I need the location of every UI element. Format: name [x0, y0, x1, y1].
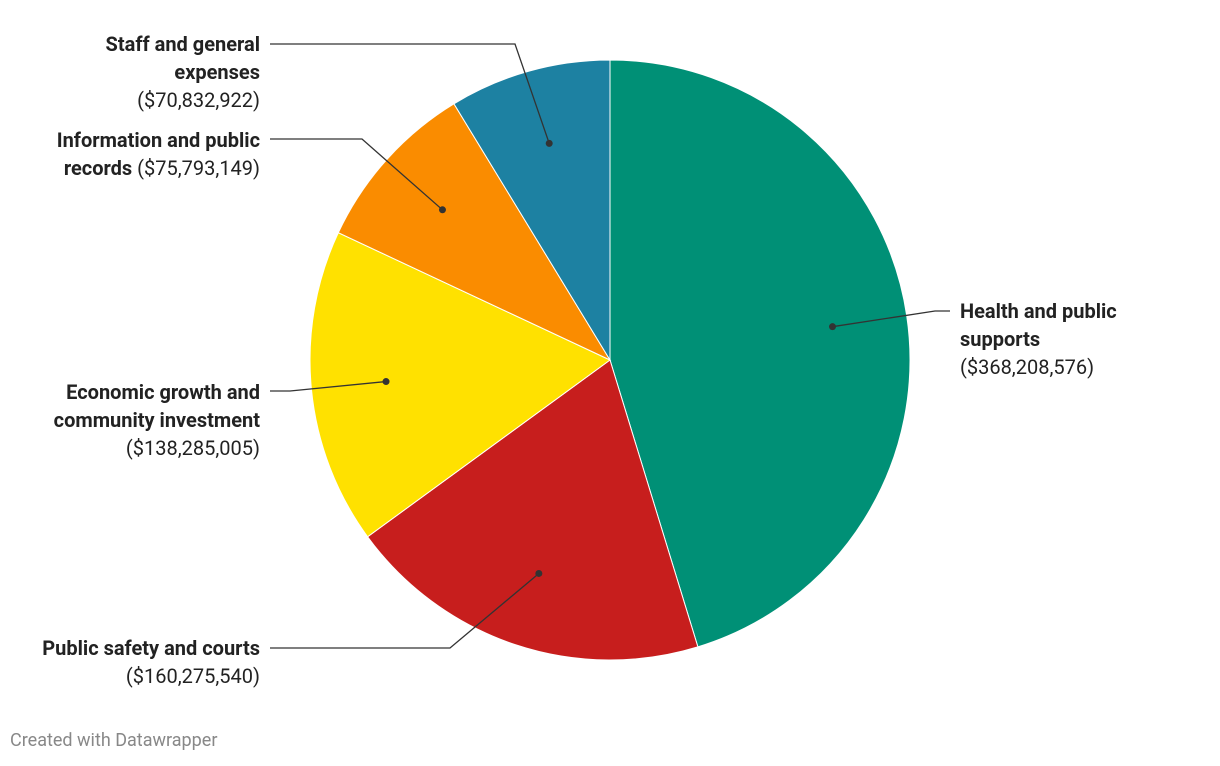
category-label: Health and public supports	[960, 299, 1117, 351]
leader-dot	[535, 569, 543, 577]
category-label: Information and public records	[56, 128, 260, 180]
leader-dot	[545, 139, 553, 147]
slice-label: Information and public records ($75,793,…	[0, 126, 260, 182]
pie-slice	[453, 59, 611, 362]
pie-slice	[337, 103, 612, 362]
slice-label: Health and public supports ($368,208,576…	[960, 297, 1160, 381]
value-label: ($368,208,576)	[960, 355, 1095, 379]
category-label: Staff and general expenses	[105, 32, 260, 84]
leader-dot	[829, 323, 837, 331]
leader-line	[270, 572, 540, 649]
slice-label: Economic growth and community investment…	[0, 378, 260, 462]
leader-line	[832, 310, 950, 328]
leader-line	[270, 380, 387, 392]
category-label: Public safety and courts	[42, 636, 260, 660]
category-label: Economic growth and community investment	[53, 380, 260, 432]
slice-label: Public safety and courts ($160,275,540)	[40, 634, 260, 690]
value-label: ($160,275,540)	[125, 664, 260, 688]
source: Created with Datawrapper	[10, 730, 218, 751]
value-label: ($138,285,005)	[125, 436, 260, 460]
pie-slice	[366, 359, 699, 661]
leader-dot	[382, 378, 390, 386]
value-label: ($70,832,922)	[137, 88, 260, 112]
value-label: ($75,793,149)	[137, 156, 260, 180]
leader-line	[270, 138, 443, 211]
leader-line	[270, 43, 550, 144]
slice-label: Staff and general expenses ($70,832,922)	[60, 30, 260, 114]
leader-dot	[438, 206, 446, 214]
